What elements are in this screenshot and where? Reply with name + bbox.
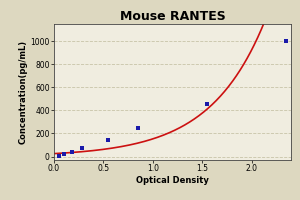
Point bbox=[205, 102, 209, 105]
Point bbox=[106, 138, 111, 141]
Point bbox=[284, 40, 289, 43]
X-axis label: Optical Density: Optical Density bbox=[136, 176, 209, 185]
Point bbox=[61, 153, 66, 156]
Point bbox=[69, 150, 74, 154]
Title: Mouse RANTES: Mouse RANTES bbox=[120, 10, 225, 23]
Point bbox=[56, 154, 61, 157]
Y-axis label: Concentration(pg/mL): Concentration(pg/mL) bbox=[19, 40, 28, 144]
Point bbox=[79, 146, 84, 149]
Point bbox=[136, 127, 140, 130]
